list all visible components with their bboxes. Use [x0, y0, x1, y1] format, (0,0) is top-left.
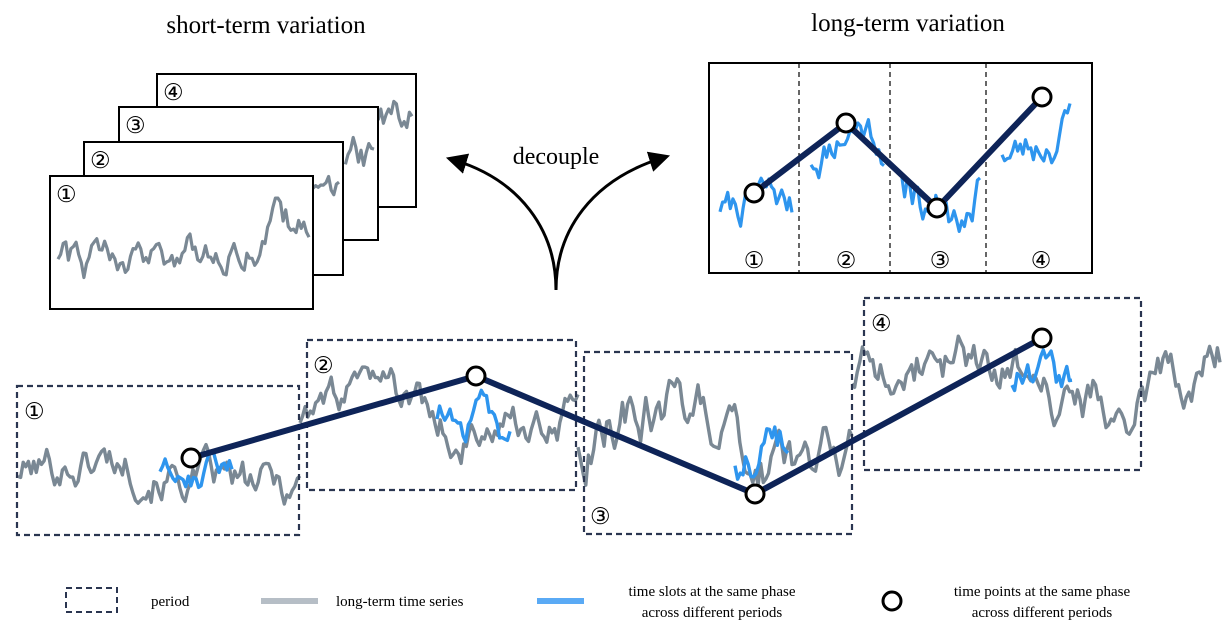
long-series-area: ① ② ③ ④ — [15, 296, 1222, 537]
short-term-series — [343, 135, 375, 167]
period-box — [305, 338, 578, 492]
long-series-blue — [1010, 348, 1073, 393]
legend: period long-term time series time slots … — [65, 584, 1131, 621]
legend-period-label: period — [151, 594, 190, 610]
short-term-frame — [49, 175, 314, 310]
period-box-label: ③ — [590, 504, 611, 529]
period-box — [862, 296, 1143, 472]
phase-connecting-line — [190, 335, 1044, 497]
decouple-label: decouple — [513, 144, 600, 170]
short-term-panel-label: ② — [90, 148, 111, 173]
long-series-gray — [576, 377, 854, 487]
legend-slots-line2: across different periods — [642, 605, 783, 621]
long-term-phase-line — [752, 94, 1045, 211]
decouple-arrow-left — [445, 153, 558, 291]
period-box — [582, 350, 854, 536]
long-series-blue — [158, 449, 234, 490]
decouple-arrows — [445, 151, 671, 291]
legend-points-line1: time points at the same phase — [954, 584, 1131, 600]
phase-point — [465, 365, 487, 387]
long-term-frame — [708, 62, 1093, 274]
phase-point — [743, 182, 765, 204]
long-term-series — [1000, 103, 1072, 165]
phase-point — [180, 447, 202, 469]
decouple-arrow-right — [554, 151, 671, 291]
period-box — [15, 384, 301, 537]
period-box-label: ① — [24, 399, 45, 424]
phase-point — [744, 483, 766, 505]
period-box-label: ② — [313, 353, 334, 378]
short-term-series — [311, 174, 340, 197]
long-term-label-4: ④ — [1031, 248, 1052, 273]
long-series-gray — [298, 365, 580, 466]
long-series-gray — [17, 442, 302, 506]
short-term-panel: ① — [49, 175, 314, 310]
long-term-label-3: ③ — [930, 248, 951, 273]
phase-point — [1031, 86, 1053, 108]
legend-points-line2: across different periods — [972, 605, 1113, 621]
long-term-title: long-term variation — [811, 10, 1005, 37]
period-box-label: ④ — [871, 311, 892, 336]
long-series-gray — [850, 334, 1222, 436]
legend-slots-line1: time slots at the same phase — [628, 584, 795, 600]
legend-points-swatch — [881, 590, 903, 612]
long-term-label-2: ② — [836, 248, 857, 273]
long-term-panel: ① ② ③ ④ — [708, 62, 1093, 274]
legend-series-label: long-term time series — [336, 594, 464, 610]
short-term-series — [376, 99, 414, 130]
long-series-blue — [435, 388, 512, 444]
short-term-panel-label: ④ — [163, 80, 184, 105]
long-series-blue — [733, 425, 790, 481]
short-term-panel-label: ① — [56, 182, 77, 207]
legend-period-swatch — [65, 587, 118, 613]
long-term-series — [809, 118, 885, 180]
phase-point — [1031, 327, 1053, 349]
short-term-series — [56, 196, 311, 280]
phase-point — [835, 112, 857, 134]
short-term-panel-label: ③ — [125, 113, 146, 138]
short-term-title: short-term variation — [166, 12, 366, 39]
long-term-label-1: ① — [744, 248, 765, 273]
phase-point — [926, 197, 948, 219]
